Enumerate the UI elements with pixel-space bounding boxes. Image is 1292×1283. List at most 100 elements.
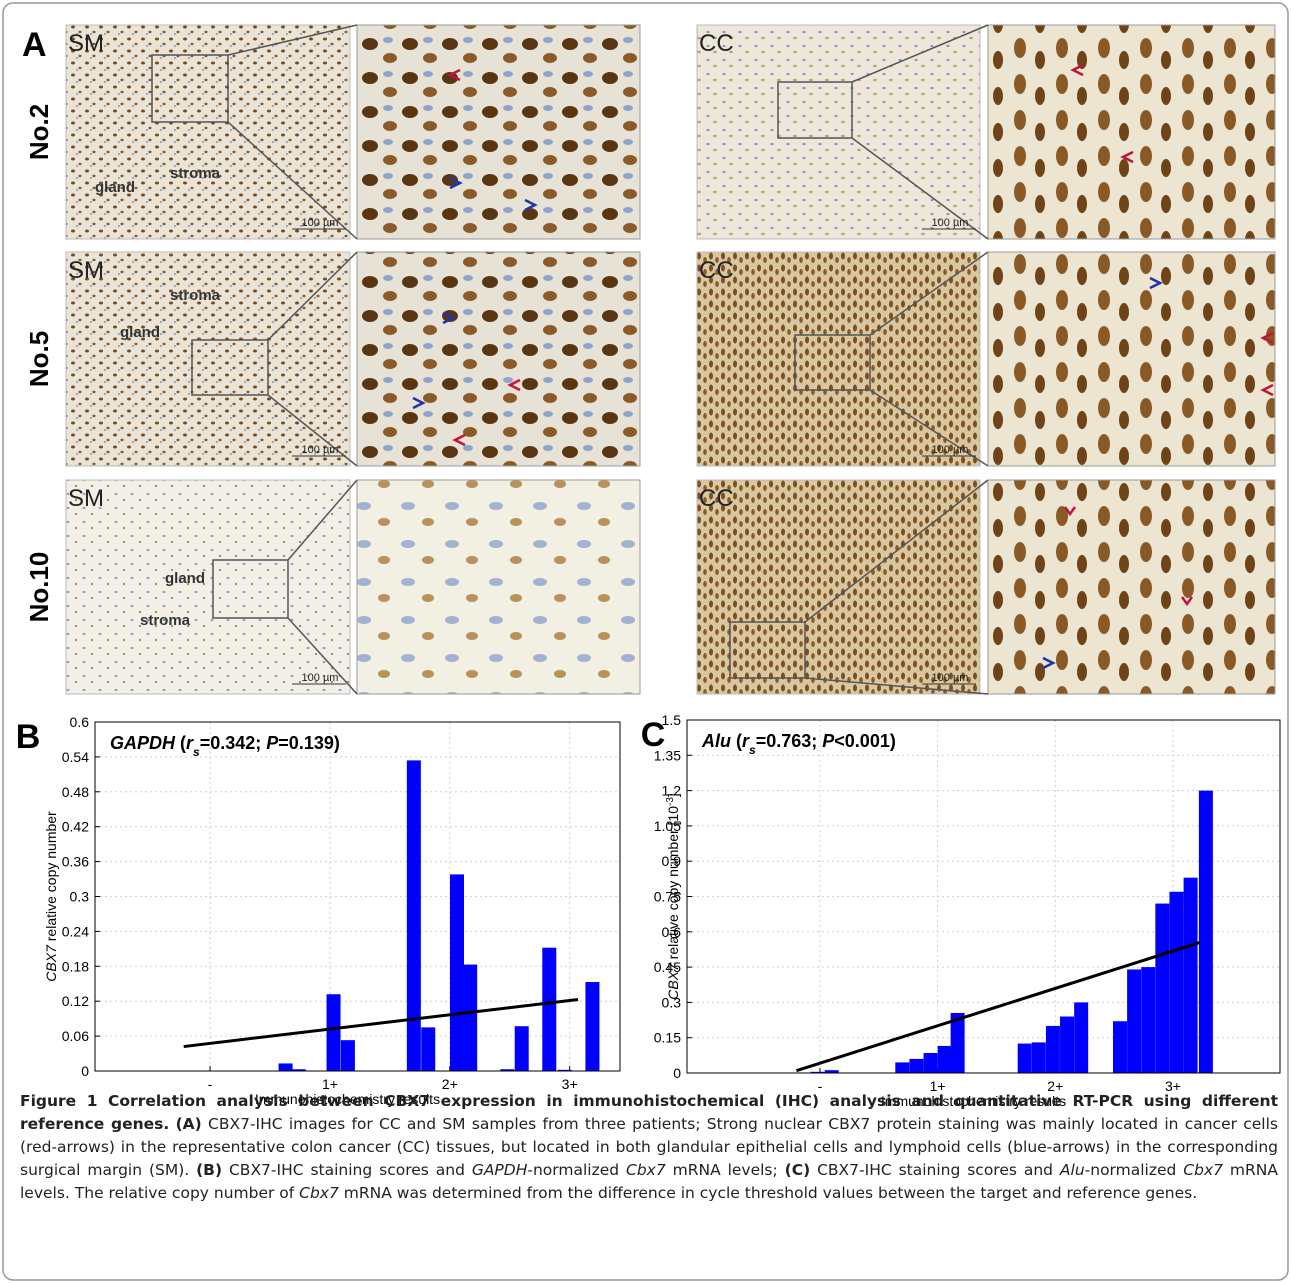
y-axis-label-part: relative copy number [10 (665, 806, 681, 963)
plot-frame (686, 719, 1281, 1074)
caption-text: mRNA levels. The relative copy number of (20, 1161, 1278, 1202)
x-tick-label: 3+ (1165, 1078, 1181, 1094)
bar (1198, 790, 1213, 1073)
caption: Figure 1 Correlation analysis between CB… (20, 1090, 1278, 1205)
zoom-box (191, 339, 269, 396)
trend-line (183, 997, 579, 1049)
bar (1045, 1025, 1060, 1073)
zoom-line (227, 24, 358, 56)
bar (824, 1070, 839, 1073)
plot-area (95, 722, 620, 1071)
bar (406, 760, 421, 1071)
bar (1074, 1002, 1089, 1073)
micrograph-zoom (987, 479, 1276, 695)
y-tick-label: 0.42 (62, 819, 89, 835)
tissue-label: CC (699, 257, 734, 284)
arrow (524, 198, 538, 212)
chart-title-part: ( (731, 731, 742, 751)
arrow (412, 396, 426, 410)
caption-text: Alu (1059, 1161, 1085, 1179)
caption-text: mRNA was determined from the difference … (338, 1184, 1198, 1202)
scale-label: 100 µm (932, 672, 969, 684)
micrograph-zoom (987, 24, 1276, 240)
chart-title-part: r (186, 733, 194, 753)
arrow (1260, 331, 1274, 345)
x-tick-label: 1+ (322, 1076, 338, 1092)
caption-text: -normalized (1084, 1161, 1184, 1179)
zoom-box (794, 334, 871, 391)
bar (542, 947, 557, 1071)
y-tick-label: 0.24 (62, 923, 89, 939)
y-axis-label-part: -3 (665, 797, 676, 806)
tissue-annotation: gland (120, 324, 160, 341)
bar (278, 1063, 293, 1071)
x-tick-label: - (208, 1076, 213, 1092)
y-tick-label: 1.5 (662, 712, 682, 728)
zoom-line (267, 394, 358, 467)
trend-line (795, 940, 1201, 1073)
plot-frame (94, 721, 621, 1072)
x-tick-label: 1+ (930, 1078, 946, 1094)
micrograph (65, 479, 351, 695)
caption-text: mRNA levels; (665, 1161, 785, 1179)
x-axis-label: Immunohistochemistry results (881, 1093, 1066, 1109)
tissue-annotation: gland (95, 179, 135, 196)
tissue-annotation: stroma (140, 612, 191, 629)
bar (923, 1052, 938, 1073)
chart-title: GAPDH (rs=0.342; P=0.139) (110, 733, 340, 759)
caption-text: GAPDH (471, 1161, 528, 1179)
y-tick-label: 0.6 (662, 924, 682, 940)
bar (950, 1012, 965, 1073)
bar (291, 1069, 306, 1071)
tissue-label: SM (68, 257, 104, 284)
scale-label: 100 µm (302, 444, 339, 456)
chart-title-part: =0.763; (756, 731, 823, 751)
y-axis-label-part: CBX7 (665, 962, 681, 1000)
micrograph (65, 24, 351, 240)
arrow (447, 68, 461, 82)
zoom-box (212, 559, 289, 619)
micrograph (696, 479, 981, 695)
y-tick-label: 0.6 (70, 714, 90, 730)
tissue-label: CC (699, 30, 734, 57)
micrograph (65, 251, 351, 467)
zoom-line (287, 479, 358, 561)
zoom-box (777, 81, 853, 139)
arrow (1149, 276, 1163, 290)
zoom-line (804, 677, 989, 695)
bar (463, 964, 478, 1071)
panel-label: B (16, 718, 41, 756)
scale-label: 100 µm (302, 672, 339, 684)
arrow (452, 433, 466, 447)
tissue-label: CC (699, 485, 734, 512)
bar (449, 874, 464, 1071)
caption-text: CBX7-IHC images for CC and SM samples fr… (20, 1115, 1278, 1179)
scale-label: 100 µm (932, 217, 969, 229)
y-tick-label: 1.35 (654, 747, 681, 763)
bar (1141, 967, 1156, 1073)
y-tick-label: 0.18 (62, 958, 89, 974)
tissue-annotation: stroma (170, 165, 221, 182)
arrow (442, 311, 456, 325)
x-axis-label: Immunohistochemistry results (255, 1091, 440, 1107)
chart-title-part: s (749, 743, 756, 757)
caption-text: Cbx7 (626, 1161, 666, 1179)
arrow (1260, 383, 1274, 397)
bar (421, 1027, 436, 1071)
caption-text: Cbx7 (1183, 1161, 1223, 1179)
row-label: No.10 (24, 552, 54, 623)
y-tick-label: 0.45 (654, 959, 681, 975)
zoom-line (227, 121, 358, 240)
zoom-line (869, 389, 989, 467)
y-tick-label: 0 (673, 1065, 681, 1081)
bar (514, 1026, 529, 1071)
y-tick-label: 1.2 (662, 783, 682, 799)
caption-text: (C) (784, 1161, 811, 1179)
zoom-line (804, 479, 989, 623)
y-axis-label-part: ] (665, 793, 681, 797)
chart-title-part: s (193, 745, 200, 759)
y-tick-label: 1.05 (654, 818, 681, 834)
panel-label: C (641, 716, 666, 754)
micrograph-zoom (987, 251, 1276, 467)
